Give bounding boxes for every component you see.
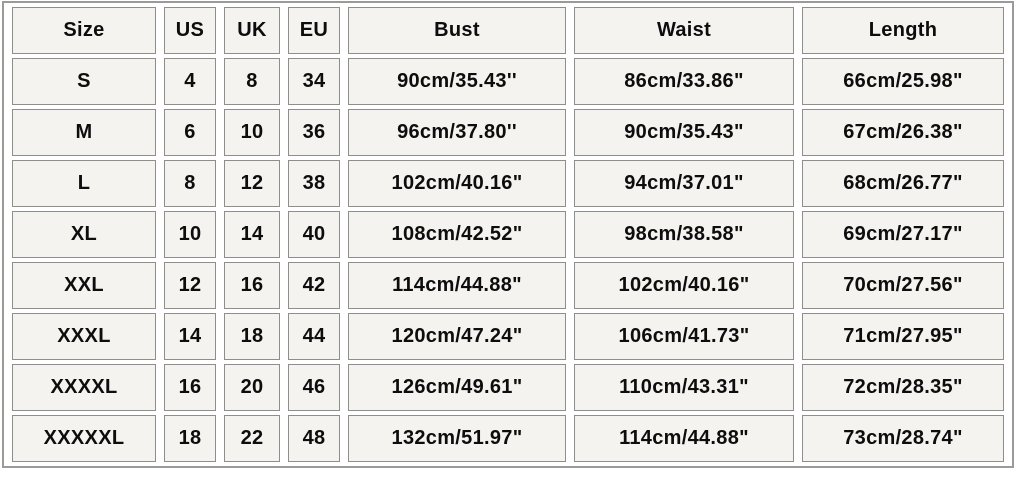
bust-cell: 120cm/47.24" (348, 313, 566, 360)
eu-cell: 46 (288, 364, 340, 411)
column-header-waist: Waist (574, 7, 794, 54)
bust-cell: 114cm/44.88" (348, 262, 566, 309)
uk-cell: 12 (224, 160, 280, 207)
bust-cell: 96cm/37.80'' (348, 109, 566, 156)
uk-cell: 10 (224, 109, 280, 156)
table-row-s: S 4 8 34 90cm/35.43'' 86cm/33.86" 66cm/2… (12, 58, 1004, 105)
uk-cell: 22 (224, 415, 280, 462)
length-cell: 70cm/27.56" (802, 262, 1004, 309)
eu-cell: 34 (288, 58, 340, 105)
waist-cell: 98cm/38.58" (574, 211, 794, 258)
length-cell: 67cm/26.38" (802, 109, 1004, 156)
us-cell: 10 (164, 211, 216, 258)
size-cell: M (12, 109, 156, 156)
waist-cell: 94cm/37.01" (574, 160, 794, 207)
size-cell: XXXXL (12, 364, 156, 411)
eu-cell: 40 (288, 211, 340, 258)
length-cell: 68cm/26.77" (802, 160, 1004, 207)
size-cell: XL (12, 211, 156, 258)
us-cell: 8 (164, 160, 216, 207)
eu-cell: 48 (288, 415, 340, 462)
length-cell: 66cm/25.98" (802, 58, 1004, 105)
us-cell: 6 (164, 109, 216, 156)
eu-cell: 36 (288, 109, 340, 156)
eu-cell: 42 (288, 262, 340, 309)
table-row-m: M 6 10 36 96cm/37.80'' 90cm/35.43" 67cm/… (12, 109, 1004, 156)
size-chart-frame: Size US UK EU Bust Waist Length S 4 8 34… (2, 1, 1014, 468)
length-cell: 73cm/28.74" (802, 415, 1004, 462)
us-cell: 18 (164, 415, 216, 462)
table-row-xxl: XXL 12 16 42 114cm/44.88" 102cm/40.16" 7… (12, 262, 1004, 309)
column-header-uk: UK (224, 7, 280, 54)
bust-cell: 90cm/35.43'' (348, 58, 566, 105)
bust-cell: 108cm/42.52" (348, 211, 566, 258)
uk-cell: 16 (224, 262, 280, 309)
column-header-us: US (164, 7, 216, 54)
eu-cell: 38 (288, 160, 340, 207)
uk-cell: 18 (224, 313, 280, 360)
table-row-l: L 8 12 38 102cm/40.16" 94cm/37.01" 68cm/… (12, 160, 1004, 207)
size-cell: XXL (12, 262, 156, 309)
header-row: Size US UK EU Bust Waist Length (12, 7, 1004, 54)
table-row-xxxl: XXXL 14 18 44 120cm/47.24" 106cm/41.73" … (12, 313, 1004, 360)
waist-cell: 86cm/33.86" (574, 58, 794, 105)
waist-cell: 114cm/44.88" (574, 415, 794, 462)
us-cell: 12 (164, 262, 216, 309)
table-row-xxxxl: XXXXL 16 20 46 126cm/49.61" 110cm/43.31"… (12, 364, 1004, 411)
size-cell: XXXL (12, 313, 156, 360)
bust-cell: 126cm/49.61" (348, 364, 566, 411)
size-chart-table: Size US UK EU Bust Waist Length S 4 8 34… (4, 3, 1012, 466)
eu-cell: 44 (288, 313, 340, 360)
size-cell: L (12, 160, 156, 207)
waist-cell: 102cm/40.16" (574, 262, 794, 309)
waist-cell: 90cm/35.43" (574, 109, 794, 156)
size-cell: S (12, 58, 156, 105)
bust-cell: 132cm/51.97" (348, 415, 566, 462)
length-cell: 72cm/28.35" (802, 364, 1004, 411)
size-cell: XXXXXL (12, 415, 156, 462)
uk-cell: 8 (224, 58, 280, 105)
us-cell: 16 (164, 364, 216, 411)
bust-cell: 102cm/40.16" (348, 160, 566, 207)
column-header-eu: EU (288, 7, 340, 54)
length-cell: 69cm/27.17" (802, 211, 1004, 258)
waist-cell: 106cm/41.73" (574, 313, 794, 360)
table-row-xxxxxl: XXXXXL 18 22 48 132cm/51.97" 114cm/44.88… (12, 415, 1004, 462)
table-row-xl: XL 10 14 40 108cm/42.52" 98cm/38.58" 69c… (12, 211, 1004, 258)
column-header-length: Length (802, 7, 1004, 54)
us-cell: 14 (164, 313, 216, 360)
uk-cell: 20 (224, 364, 280, 411)
us-cell: 4 (164, 58, 216, 105)
uk-cell: 14 (224, 211, 280, 258)
column-header-size: Size (12, 7, 156, 54)
column-header-bust: Bust (348, 7, 566, 54)
waist-cell: 110cm/43.31" (574, 364, 794, 411)
length-cell: 71cm/27.95" (802, 313, 1004, 360)
